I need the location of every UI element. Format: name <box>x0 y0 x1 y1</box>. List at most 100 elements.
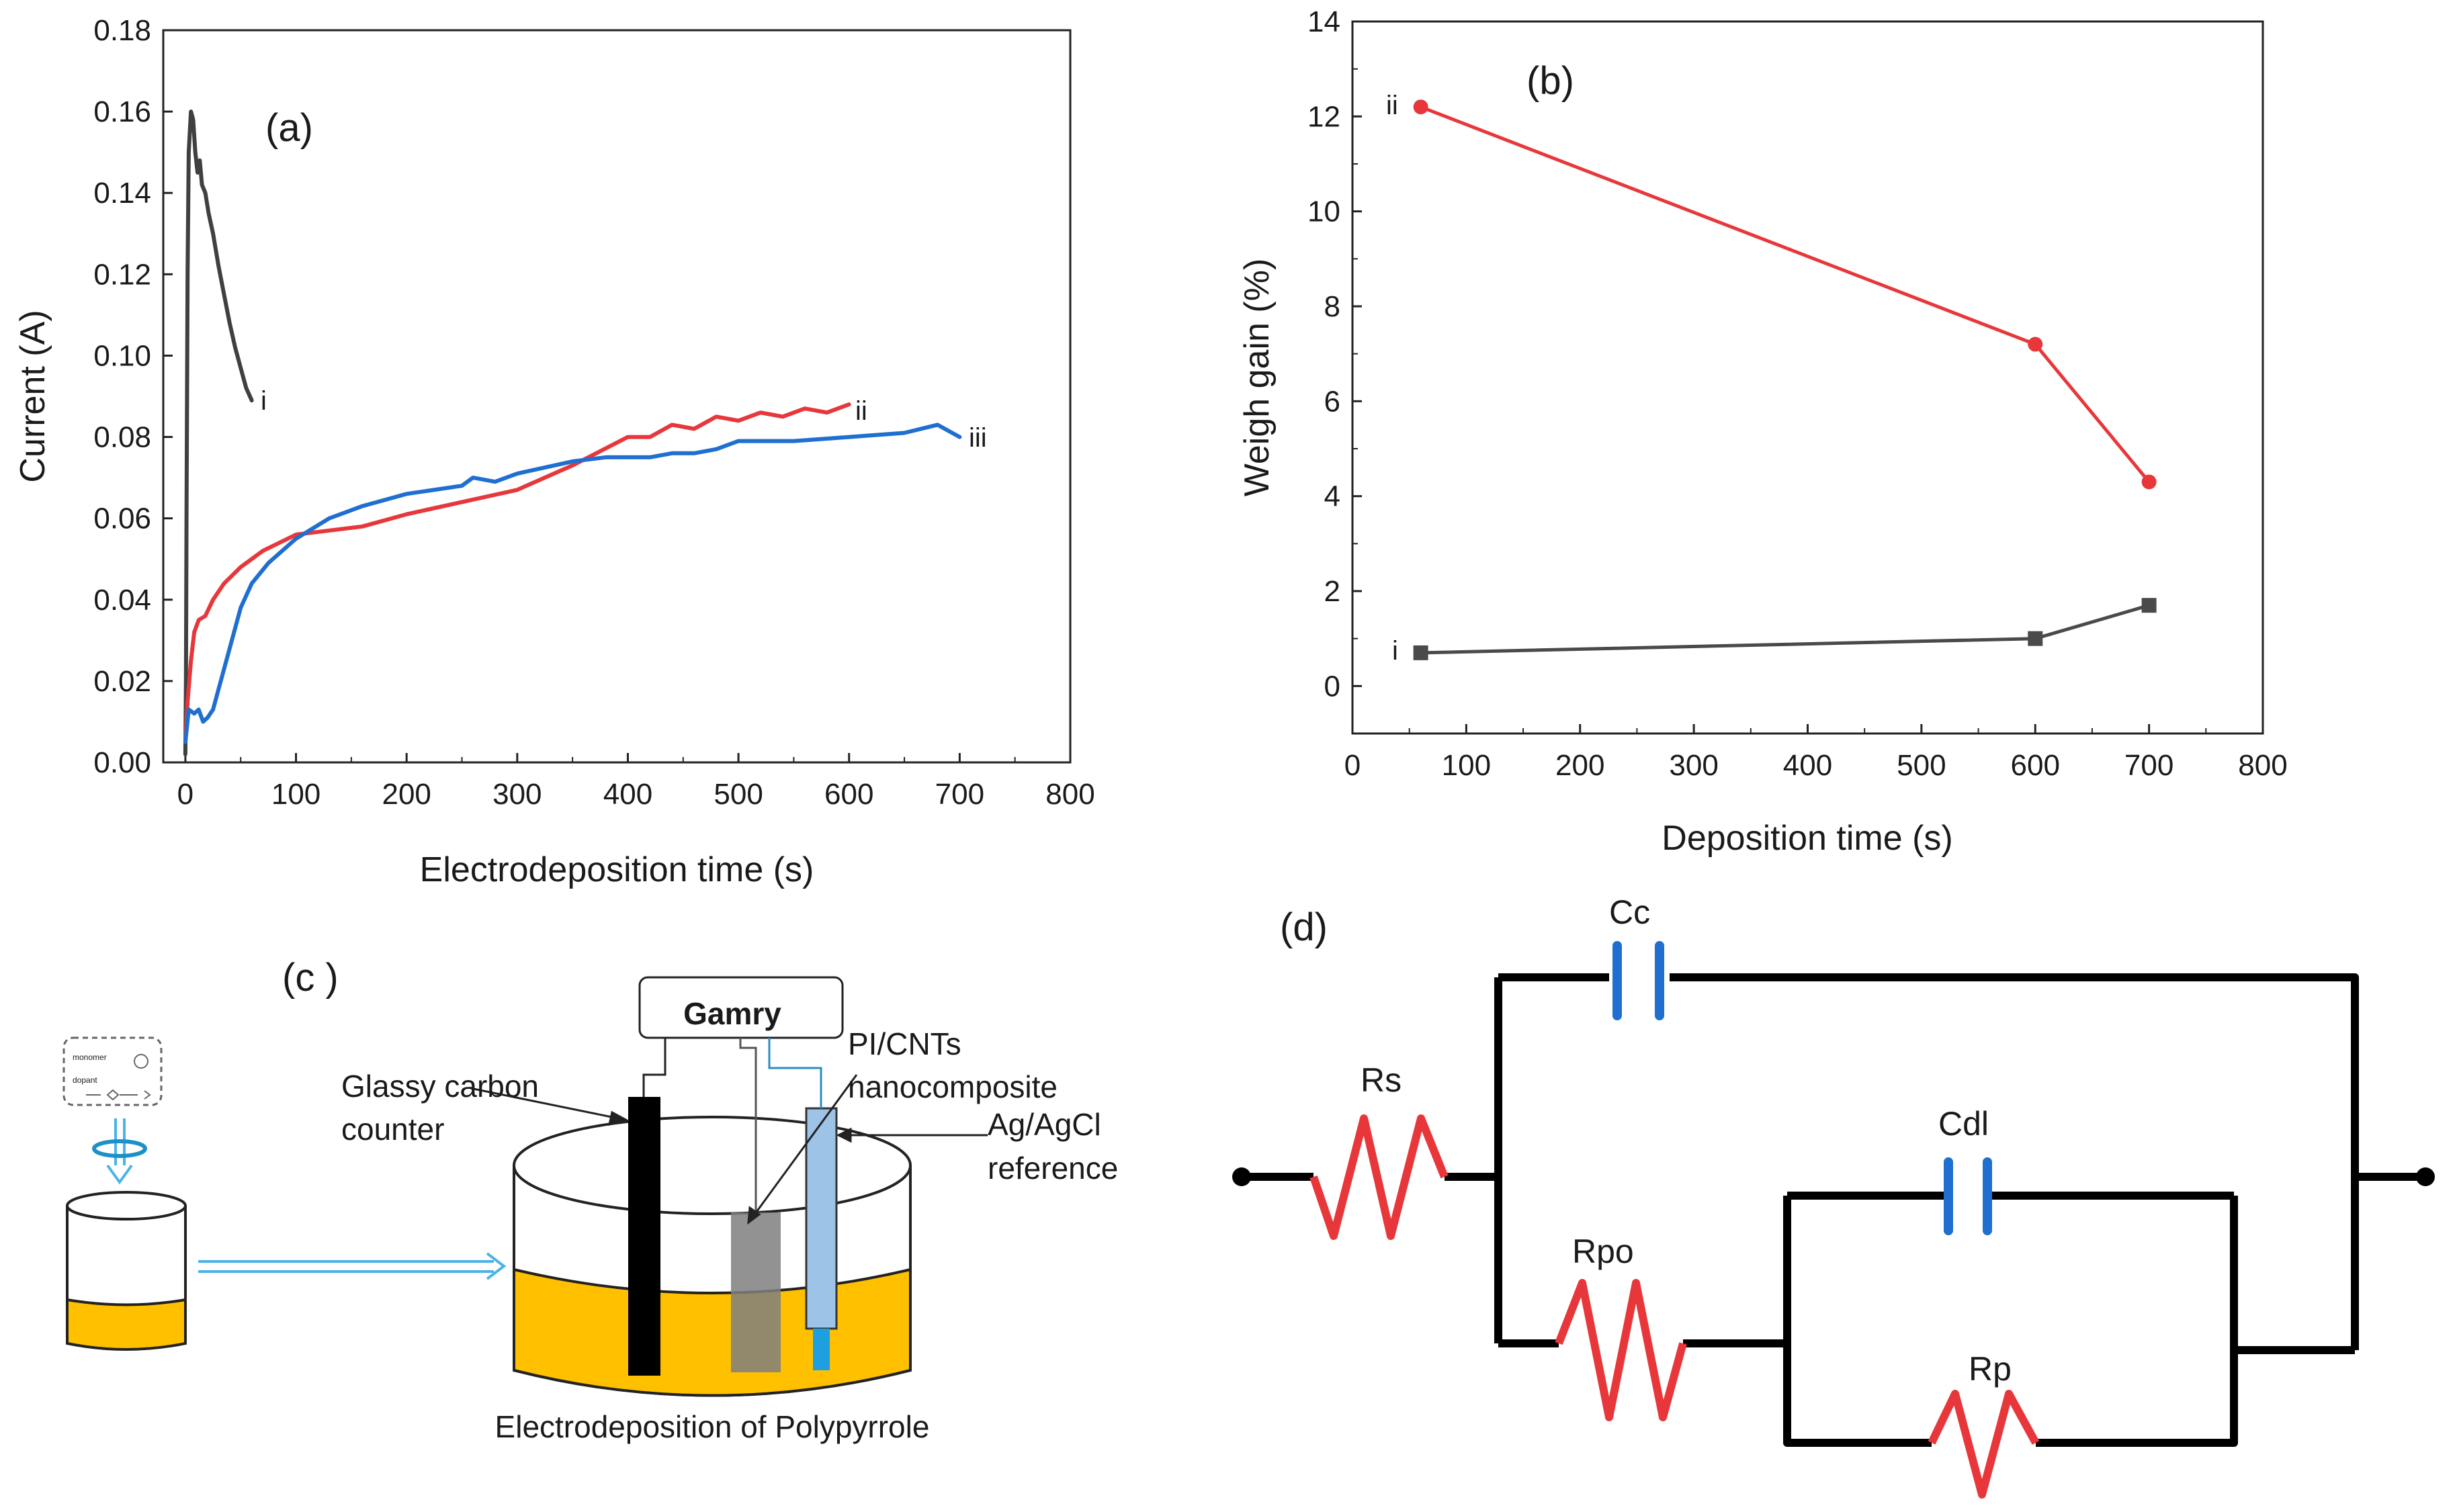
a-x-tick-label: 100 <box>271 778 320 811</box>
b-series-ii-point <box>2028 337 2043 352</box>
b-x-tick-label: 100 <box>1442 749 1491 782</box>
monomer-text: monomer <box>73 1053 107 1062</box>
working-label-line2: nanocomposite <box>848 1069 1058 1104</box>
gamry-label: Gamry <box>683 996 781 1031</box>
panel-b-plot-frame <box>1351 20 2264 735</box>
a-y-tick-label: 0.16 <box>93 95 151 128</box>
a-y-tick-label: 0.08 <box>93 421 151 454</box>
a-series-i-line <box>183 109 254 756</box>
panel-c-cell-diagram: (c ) monomer dopant <box>62 956 1118 1444</box>
a-y-tick-label: 0.04 <box>93 584 151 617</box>
a-x-tick-label: 200 <box>382 778 431 811</box>
a-x-tick-label: 600 <box>824 778 873 811</box>
panel-b-series-ii-label: ii <box>1386 91 1398 120</box>
working-electrode <box>731 1212 781 1372</box>
panel-c-panel-label: (c ) <box>282 956 339 999</box>
panel-a-series-iii-label: iii <box>969 423 987 453</box>
panel-a-plot-frame <box>162 29 1072 764</box>
panel-b-series <box>1413 99 2157 660</box>
cc-capacitor <box>1612 941 1664 1020</box>
cc-label: Cc <box>1609 893 1650 931</box>
b-series-i-point <box>2028 631 2043 646</box>
a-x-tick-label: 500 <box>714 778 763 811</box>
rpo-label: Rpo <box>1572 1233 1634 1270</box>
a-x-tick-label: 0 <box>177 778 193 811</box>
panel-b-series-i-label: i <box>1392 636 1398 666</box>
b-y-tick-label: 2 <box>1324 575 1340 608</box>
b-x-tick-label: 500 <box>1897 749 1946 782</box>
reference-label-line1: Ag/AgCl <box>988 1107 1101 1142</box>
molecule-chain-icon <box>86 1089 151 1101</box>
panel-d-panel-label: (d) <box>1280 905 1328 949</box>
a-y-tick-label: 0.00 <box>93 746 151 779</box>
rs-label: Rs <box>1361 1061 1402 1099</box>
b-y-tick-label: 14 <box>1307 5 1340 38</box>
rp-resistor <box>1928 1390 2040 1499</box>
cdl-capacitor <box>1944 1157 1992 1235</box>
b-y-tick-label: 6 <box>1324 385 1340 418</box>
small-beaker <box>66 1191 187 1351</box>
reference-electrode <box>805 1107 838 1370</box>
panel-a-series-i-label: i <box>261 386 267 416</box>
a-series-iii-line <box>183 423 962 744</box>
panel-b-chart: 0 2 4 6 8 10 12 14 0 100 200 300 400 500 600 700 800 We… <box>1238 5 2288 858</box>
a-y-tick-label: 0.14 <box>93 177 151 210</box>
b-x-tick-label: 600 <box>2011 749 2060 782</box>
panel-b-x-ticks: 0 100 200 300 400 500 600 700 800 <box>1344 724 2288 782</box>
panel-a-panel-label: (a) <box>265 106 313 150</box>
a-y-tick-label: 0.06 <box>93 502 151 535</box>
rp-label: Rp <box>1969 1350 2012 1388</box>
a-series-ii-line <box>183 402 851 744</box>
b-x-tick-label: 300 <box>1669 749 1718 782</box>
a-y-tick-label: 0.12 <box>93 258 151 291</box>
panel-b-x-axis-label: Deposition time (s) <box>1662 819 1952 858</box>
pointer-arrows <box>470 1074 988 1225</box>
panel-d-circuit-diagram: (d) Rs Cc <box>1232 893 2435 1499</box>
a-x-tick-label: 300 <box>492 778 542 811</box>
counter-label-line2: counter <box>341 1112 444 1147</box>
panel-a-y-ticks: 0.00 0.02 0.04 0.06 0.08 0.10 0.12 0.14 0.16 0.18 <box>93 14 173 779</box>
b-y-tick-label: 0 <box>1324 670 1340 703</box>
a-x-tick-label: 700 <box>935 778 984 811</box>
panel-b-y-ticks: 0 2 4 6 8 10 12 14 <box>1307 5 1362 703</box>
right-terminal <box>2416 1167 2435 1186</box>
b-x-tick-label: 0 <box>1344 749 1361 782</box>
reference-wire <box>768 1038 822 1108</box>
b-series-i-point <box>1413 645 1428 660</box>
panel-b-panel-label: (b) <box>1526 59 1574 103</box>
rpo-resistor <box>1555 1279 1687 1421</box>
a-x-tick-label: 800 <box>1045 778 1094 811</box>
b-y-tick-label: 10 <box>1307 195 1340 228</box>
b-x-tick-label: 800 <box>2238 749 2287 782</box>
b-x-tick-label: 700 <box>2124 749 2173 782</box>
dopant-text: dopant <box>73 1075 97 1085</box>
a-y-tick-label: 0.18 <box>93 14 151 47</box>
counter-label-line1: Glassy carbon <box>341 1069 539 1104</box>
working-wire <box>739 1038 757 1212</box>
b-y-tick-label: 12 <box>1307 100 1340 133</box>
a-y-tick-label: 0.02 <box>93 665 151 698</box>
panel-a-x-axis-label: Electrodeposition time (s) <box>420 850 814 889</box>
b-x-tick-label: 200 <box>1555 749 1604 782</box>
panel-a-y-axis-label: Current (A) <box>13 310 52 482</box>
monomer-dopant-box: monomer dopant <box>62 1036 163 1106</box>
panel-a-series <box>183 109 962 756</box>
panel-b-y-axis-label: Weigh gain (%) <box>1238 259 1277 497</box>
panel-a-x-ticks: 0 100 200 300 400 500 600 700 800 <box>177 753 1095 811</box>
working-label-line1: PI/CNTs <box>848 1026 961 1061</box>
cdl-label: Cdl <box>1938 1105 1989 1143</box>
b-series-i-point <box>2141 598 2157 613</box>
b-series-ii-point <box>2141 474 2157 490</box>
b-x-tick-label: 400 <box>1783 749 1832 782</box>
a-y-tick-label: 0.10 <box>93 339 151 372</box>
b-series-ii-line <box>1419 105 2151 484</box>
rs-resistor <box>1309 1114 1449 1240</box>
panel-a-series-ii-label: ii <box>855 396 867 426</box>
reference-label-line2: reference <box>988 1151 1118 1186</box>
a-x-tick-label: 400 <box>603 778 652 811</box>
counter-electrode <box>628 1097 660 1376</box>
molecule-icon <box>134 1054 148 1069</box>
panel-c-caption: Electrodeposition of Polypyrrole <box>495 1409 930 1444</box>
counter-wire <box>642 1038 666 1097</box>
